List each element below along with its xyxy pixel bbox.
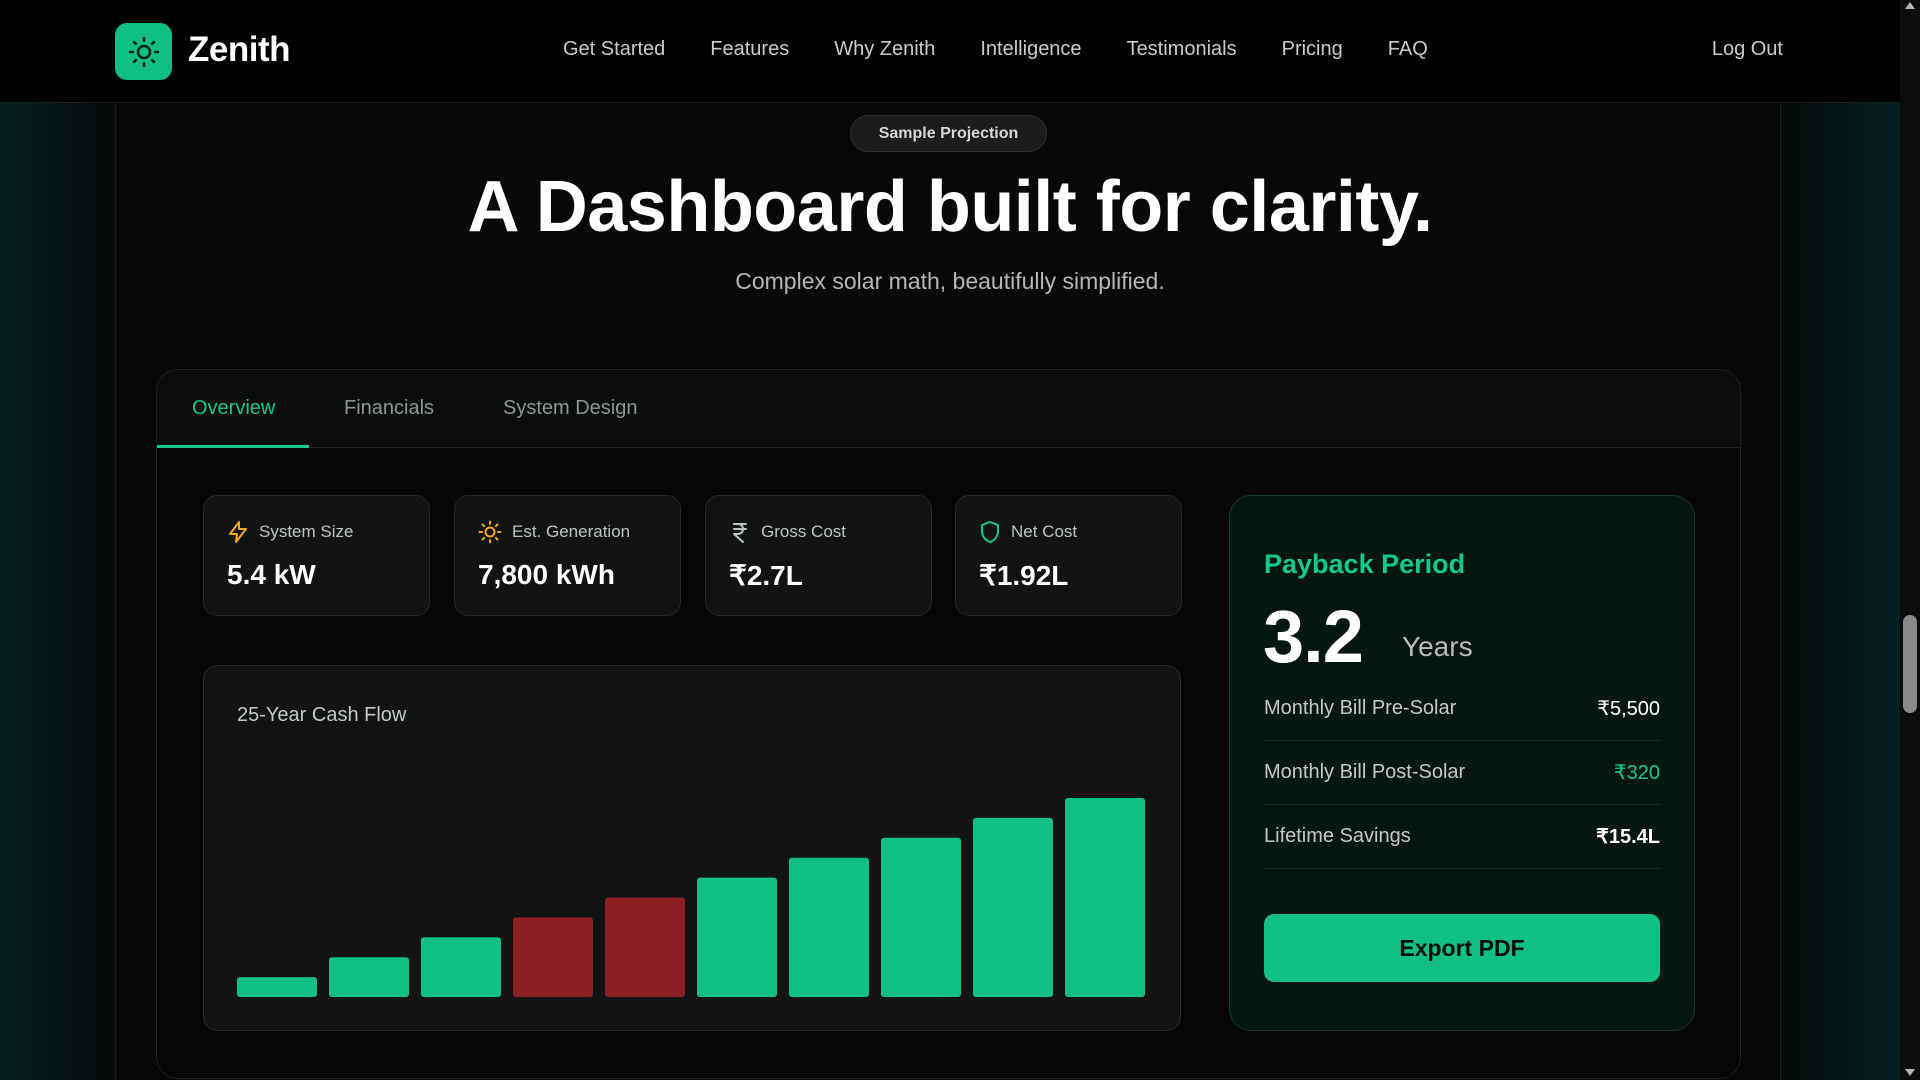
scroll-thumb[interactable] bbox=[1903, 615, 1917, 713]
nav-link-testimonials[interactable]: Testimonials bbox=[1126, 38, 1237, 60]
background-glow-left bbox=[0, 103, 115, 1080]
top-navbar: Zenith Get Started Features Why Zenith I… bbox=[0, 0, 1900, 103]
stat-card-gross-cost: Gross Cost ₹2.7L bbox=[705, 495, 932, 616]
stat-value: ₹1.92L bbox=[979, 560, 1069, 591]
sun-icon bbox=[478, 520, 502, 544]
rupee-icon bbox=[733, 523, 747, 543]
cash-flow-chart-card: 25-Year Cash Flow bbox=[203, 665, 1181, 1031]
chart-bar-2 bbox=[329, 957, 409, 997]
chart-bar-3 bbox=[421, 937, 501, 997]
chart-bar-7 bbox=[789, 857, 869, 997]
export-pdf-button[interactable]: Export PDF bbox=[1264, 914, 1660, 982]
chart-bar-4 bbox=[513, 917, 593, 997]
summary-row-pre-solar: Monthly Bill Pre-Solar ₹5,500 bbox=[1264, 677, 1660, 741]
tab-system-design[interactable]: System Design bbox=[503, 397, 638, 419]
sample-projection-badge: Sample Projection bbox=[850, 115, 1047, 152]
row-value: ₹5,500 bbox=[1597, 698, 1660, 720]
payback-title: Payback Period bbox=[1264, 549, 1466, 579]
chart-bar-8 bbox=[881, 837, 961, 997]
chart-bar-10 bbox=[1065, 798, 1145, 997]
tab-bar: Overview Financials System Design bbox=[157, 370, 1740, 448]
summary-row-post-solar: Monthly Bill Post-Solar ₹320 bbox=[1264, 741, 1660, 805]
stat-card-system-size: System Size 5.4 kW bbox=[203, 495, 430, 616]
row-label: Lifetime Savings bbox=[1264, 825, 1411, 847]
stat-value: ₹2.7L bbox=[729, 560, 803, 591]
stat-value: 5.4 kW bbox=[227, 559, 316, 590]
brand-name[interactable]: Zenith bbox=[188, 30, 290, 69]
nav-links: Get Started Features Why Zenith Intellig… bbox=[563, 38, 1473, 61]
row-value: ₹320 bbox=[1613, 762, 1660, 784]
stat-value: 7,800 kWh bbox=[478, 559, 615, 590]
page-scrollbar[interactable] bbox=[1900, 0, 1920, 1080]
stat-label: Est. Generation bbox=[512, 522, 631, 541]
nav-link-faq[interactable]: FAQ bbox=[1387, 38, 1428, 60]
chart-bar-9 bbox=[973, 817, 1053, 997]
chart-bar-6 bbox=[697, 877, 777, 997]
payback-unit: Years bbox=[1402, 631, 1473, 662]
scroll-up-arrow-icon[interactable] bbox=[1905, 2, 1915, 9]
chart-bar-5 bbox=[605, 897, 685, 997]
nav-link-intelligence[interactable]: Intelligence bbox=[980, 38, 1082, 60]
stat-card-est-generation: Est. Generation 7,800 kWh bbox=[454, 495, 681, 616]
scroll-down-arrow-icon[interactable] bbox=[1905, 1069, 1915, 1076]
payback-card: Payback Period 3.2 Years Monthly Bill Pr… bbox=[1229, 495, 1695, 1031]
nav-link-why-zenith[interactable]: Why Zenith bbox=[834, 38, 936, 60]
stat-card-net-cost: Net Cost ₹1.92L bbox=[955, 495, 1182, 616]
tab-financials[interactable]: Financials bbox=[344, 397, 435, 419]
chart-bar-1 bbox=[237, 977, 317, 997]
row-label: Monthly Bill Post-Solar bbox=[1264, 761, 1466, 783]
page-subtitle: Complex solar math, beautifully simplifi… bbox=[735, 268, 1165, 294]
stat-label: Gross Cost bbox=[761, 522, 847, 541]
logout-link[interactable]: Log Out bbox=[1711, 38, 1783, 60]
nav-link-pricing[interactable]: Pricing bbox=[1281, 38, 1343, 60]
nav-link-get-started[interactable]: Get Started bbox=[563, 38, 666, 60]
payback-value: 3.2 bbox=[1263, 595, 1364, 678]
active-tab-indicator bbox=[157, 445, 309, 448]
nav-link-features[interactable]: Features bbox=[710, 38, 790, 60]
background-glow-right bbox=[1781, 103, 1901, 1080]
shield-icon bbox=[981, 521, 999, 543]
stat-label: Net Cost bbox=[1011, 522, 1078, 541]
page-title: A Dashboard built for clarity. bbox=[467, 167, 1433, 247]
cash-flow-chart bbox=[237, 798, 1145, 997]
row-label: Monthly Bill Pre-Solar bbox=[1264, 697, 1457, 719]
chart-title: 25-Year Cash Flow bbox=[237, 704, 407, 726]
tab-overview[interactable]: Overview bbox=[192, 397, 276, 419]
lightning-icon bbox=[229, 521, 247, 543]
logo[interactable] bbox=[115, 23, 172, 80]
stat-label: System Size bbox=[259, 522, 354, 541]
sun-icon bbox=[128, 36, 159, 67]
row-value: ₹15.4L bbox=[1596, 826, 1660, 848]
summary-row-lifetime-savings: Lifetime Savings ₹15.4L bbox=[1264, 805, 1660, 869]
dashboard-panel: Overview Financials System Design System… bbox=[156, 369, 1741, 1079]
